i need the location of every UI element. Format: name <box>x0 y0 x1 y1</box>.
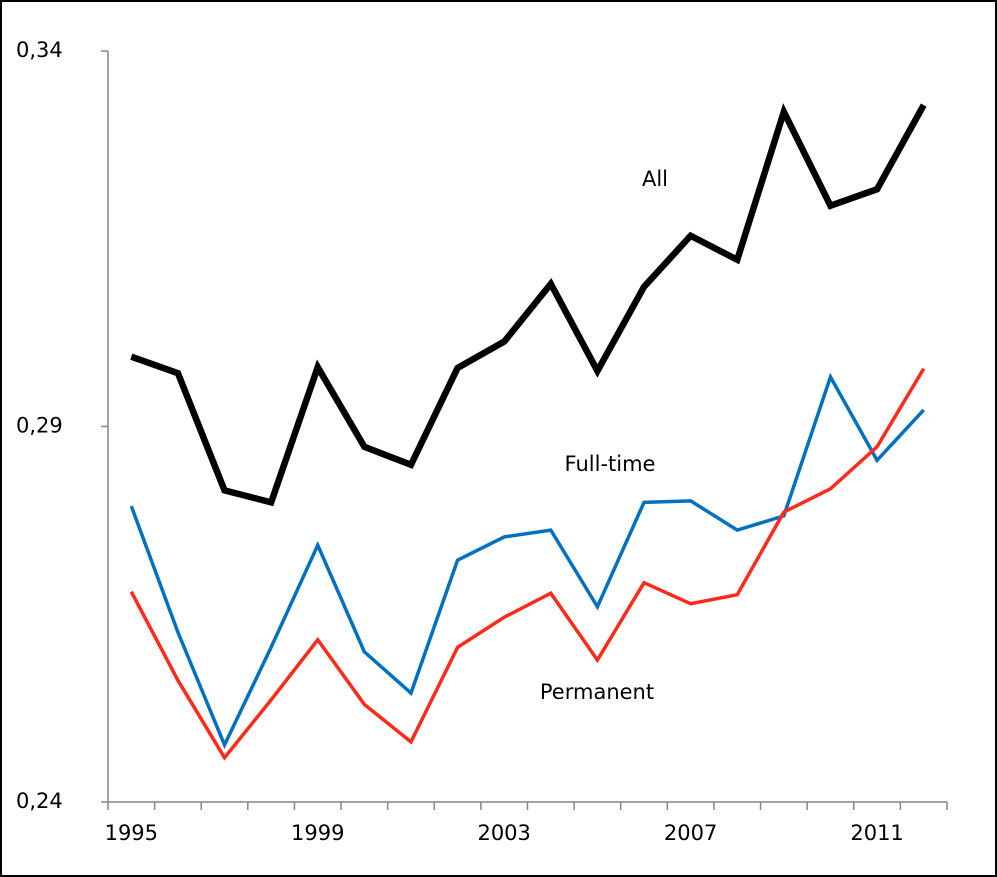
x-tick-label: 2011 <box>850 821 903 845</box>
x-tick-label: 1995 <box>105 821 158 845</box>
series-line <box>130 103 927 507</box>
y-tick-label: 0,34 <box>16 38 63 62</box>
y-tick-label: 0,29 <box>16 414 63 438</box>
x-tick-label: 1999 <box>291 821 344 845</box>
series-label: Full-time <box>565 452 656 476</box>
series-label: All <box>642 167 668 191</box>
x-tick-label: 2007 <box>664 821 717 845</box>
series-line <box>129 367 926 761</box>
y-tick-label: 0,24 <box>16 789 63 813</box>
series-line <box>129 372 925 750</box>
series-label: Permanent <box>540 680 654 704</box>
x-tick-label: 2003 <box>477 821 530 845</box>
